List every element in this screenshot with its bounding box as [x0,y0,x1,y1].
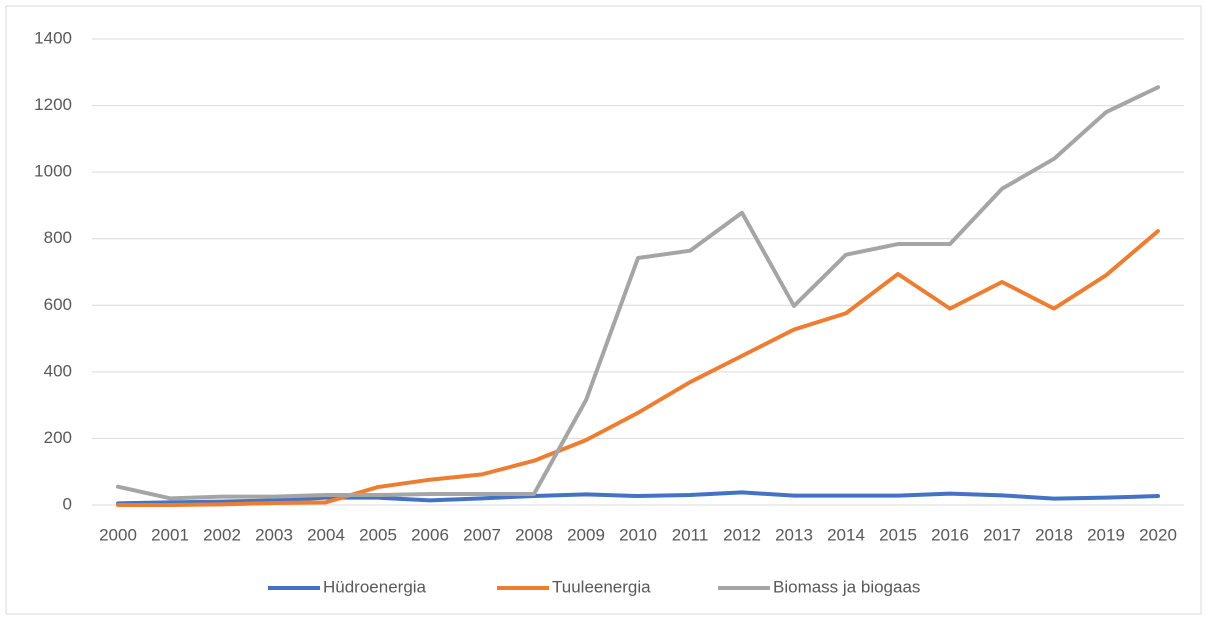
x-tick-label: 2015 [879,525,917,544]
y-tick-label: 0 [63,494,72,513]
series-line [116,85,1160,501]
y-tick-label: 1400 [34,28,72,47]
legend-label: Biomass ja biogaas [773,577,920,596]
series-line [116,229,1160,507]
y-tick-label: 600 [44,295,72,314]
x-tick-label: 2016 [931,525,969,544]
y-tick-label: 1200 [34,95,72,114]
legend-label: Hüdroenergia [323,577,427,596]
x-tick-label: 2014 [827,525,865,544]
legend-label: Tuuleenergia [552,577,651,596]
x-tick-label: 2008 [515,525,553,544]
x-tick-label: 2007 [463,525,501,544]
x-tick-label: 2003 [255,525,293,544]
x-tick-label: 2019 [1087,525,1125,544]
x-tick-label: 2000 [99,525,137,544]
x-tick-label: 2006 [411,525,449,544]
x-tick-label: 2017 [983,525,1021,544]
y-tick-label: 200 [44,428,72,447]
x-tick-label: 2004 [307,525,345,544]
x-tick-label: 2020 [1139,525,1177,544]
y-tick-label: 800 [44,228,72,247]
series-line [116,490,1160,506]
x-tick-label: 2005 [359,525,397,544]
x-tick-label: 2018 [1035,525,1073,544]
x-tick-label: 2012 [723,525,761,544]
x-tick-label: 2001 [151,525,189,544]
x-tick-label: 2011 [672,525,709,544]
x-tick-label: 2010 [619,525,657,544]
y-tick-label: 1000 [34,162,72,181]
x-tick-label: 2009 [567,525,605,544]
x-tick-label: 2002 [203,525,241,544]
chart-border [5,5,1202,615]
y-tick-label: 400 [44,361,72,380]
x-tick-label: 2013 [775,525,813,544]
